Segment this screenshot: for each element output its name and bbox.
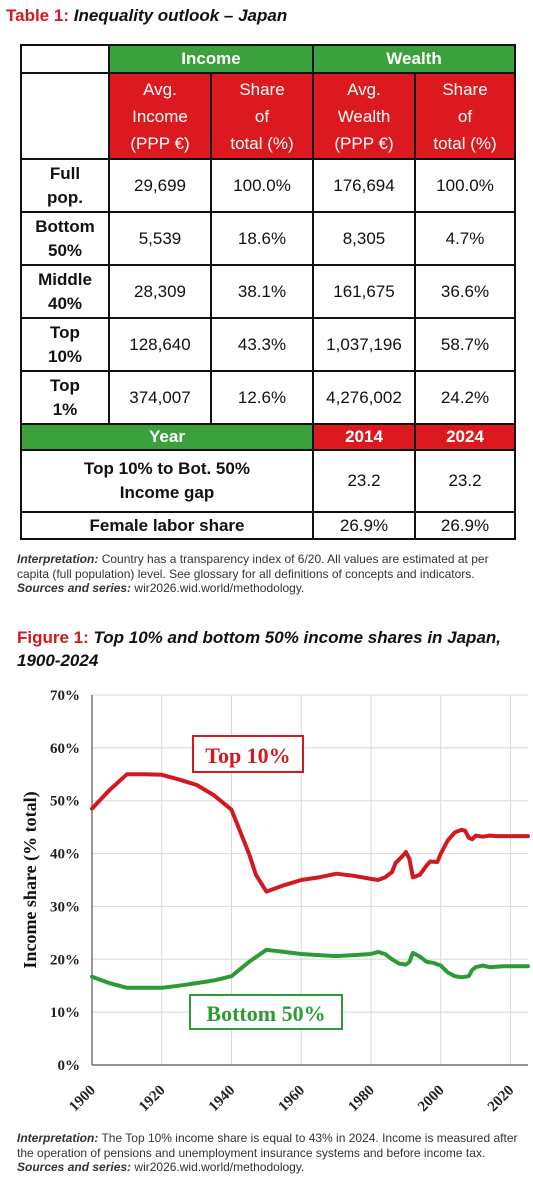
- wealth-group-header: Wealth: [311, 44, 517, 74]
- row-label: Middle 40%: [20, 264, 110, 319]
- figure-number: Figure 1:: [17, 628, 89, 647]
- table-cell: 1,037,196: [312, 317, 416, 372]
- table-row: Top 1% 374,007 12.6% 4,276,002 24.2%: [20, 370, 517, 425]
- interpretation-text: The Top 10% income share is equal to 43%…: [17, 1131, 518, 1160]
- sources-text: wir2026.wid.world/methodology.: [134, 581, 305, 595]
- table-row: Bottom 50% 5,539 18.6% 8,305 4.7%: [20, 211, 517, 266]
- x-tick-label: 1980: [345, 1083, 378, 1116]
- table-row: Full pop. 29,699 100.0% 176,694 100.0%: [20, 158, 517, 213]
- col-header-avg-wealth: Avg. Wealth (PPP €): [312, 72, 416, 160]
- y-tick-label: 70%: [50, 688, 80, 704]
- table-row: Female labor share 26.9% 26.9%: [20, 511, 517, 540]
- table-note: Interpretation: Country has a transparen…: [17, 552, 522, 596]
- table-cell: 38.1%: [210, 264, 314, 319]
- col-header-income-share: Share of total (%): [210, 72, 314, 160]
- table-cell: 100.0%: [413, 158, 517, 213]
- sources-label: Sources and series:: [17, 1160, 132, 1174]
- table-cell: 24.2%: [413, 370, 517, 425]
- year-2024-header: 2024: [413, 423, 517, 451]
- y-tick-label: 20%: [50, 952, 80, 968]
- x-tick-label: 1960: [276, 1083, 309, 1116]
- table-cell: 374,007: [108, 370, 212, 425]
- y-tick-label: 0%: [58, 1058, 81, 1074]
- y-tick-label: 10%: [50, 1005, 80, 1021]
- row-label: Bottom 50%: [20, 211, 110, 266]
- table-cell: 8,305: [312, 211, 416, 266]
- series-line-top10: [90, 772, 530, 894]
- interpretation-text: Country has a transparency index of 6/20…: [17, 552, 489, 581]
- interpretation-label: Interpretation:: [17, 552, 99, 566]
- table-cell: 100.0%: [210, 158, 314, 213]
- year-header: Year: [20, 423, 314, 451]
- row-label: Full pop.: [20, 158, 110, 213]
- col-header-avg-income: Avg. Income (PPP €): [108, 72, 212, 160]
- table-cell: 23.2: [413, 449, 517, 513]
- figure-note: Interpretation: The Top 10% income share…: [17, 1131, 522, 1175]
- x-tick-label: 1900: [66, 1083, 99, 1116]
- figure-title-text: Top 10% and bottom 50% income shares in …: [17, 628, 501, 670]
- gap-label: Top 10% to Bot. 50% Income gap: [20, 449, 314, 513]
- row-label: Top 1%: [20, 370, 110, 425]
- table-cell: 29,699: [108, 158, 212, 213]
- sources-text: wir2026.wid.world/methodology.: [134, 1160, 305, 1174]
- table-cell: 23.2: [312, 449, 416, 513]
- x-tick-label: 2020: [485, 1083, 518, 1116]
- sources-label: Sources and series:: [17, 581, 132, 595]
- y-tick-label: 40%: [50, 847, 80, 863]
- table-cell: 26.9%: [413, 511, 517, 540]
- interpretation-label: Interpretation:: [17, 1131, 99, 1145]
- col-header-wealth-share: Share of total (%): [413, 72, 517, 160]
- table-title: Table 1: Inequality outlook – Japan: [6, 6, 526, 26]
- table-cell: 128,640: [108, 317, 212, 372]
- figure-title: Figure 1: Top 10% and bottom 50% income …: [17, 626, 522, 672]
- table-cell: 176,694: [312, 158, 416, 213]
- table-row: Top 10% 128,640 43.3% 1,037,196 58.7%: [20, 317, 517, 372]
- bottom50-label-box: [189, 994, 343, 1030]
- table-title-text: Inequality outlook – Japan: [73, 6, 288, 25]
- inequality-table: Income Wealth Avg. Income (PPP €) Share of t…: [20, 44, 517, 540]
- table-cell: 36.6%: [413, 264, 517, 319]
- y-tick-label: 60%: [50, 741, 80, 757]
- income-share-chart: 0% 10% 20% 30% 40% 50% 60% 70% 1900 1920 1940 1960 1…: [20, 688, 530, 1116]
- table-cell: 58.7%: [413, 317, 517, 372]
- income-group-header: Income: [108, 44, 314, 74]
- table-cell: 28,309: [108, 264, 212, 319]
- bottom50-label: Bottom 50%: [206, 1001, 325, 1026]
- table-cell: 4.7%: [413, 211, 517, 266]
- top10-label-box: [192, 735, 304, 773]
- table-cell: 161,675: [312, 264, 416, 319]
- x-tick-label: 1920: [136, 1083, 169, 1116]
- series-line-bottom50: [90, 947, 530, 990]
- table-cell: 43.3%: [210, 317, 314, 372]
- year-2014-header: 2014: [312, 423, 416, 451]
- table-cell: 26.9%: [312, 511, 416, 540]
- table-cell: 5,539: [108, 211, 212, 266]
- row-label: Top 10%: [20, 317, 110, 372]
- x-tick-label: 1940: [206, 1083, 239, 1116]
- y-tick-label: 50%: [50, 794, 80, 810]
- table-row: Middle 40% 28,309 38.1% 161,675 36.6%: [20, 264, 517, 319]
- corner-cell: [20, 44, 110, 74]
- y-tick-label: 30%: [50, 899, 80, 915]
- table-row: Top 10% to Bot. 50% Income gap 23.2 23.2: [20, 449, 517, 513]
- table-cell: 12.6%: [210, 370, 314, 425]
- top10-label: Top 10%: [205, 743, 290, 768]
- table-cell: 4,276,002: [312, 370, 416, 425]
- table-number: Table 1:: [6, 6, 69, 25]
- y-axis-label: Income share (% total): [20, 791, 41, 968]
- female-label: Female labor share: [20, 511, 314, 540]
- x-tick-label: 2000: [415, 1083, 448, 1116]
- corner-cell-2: [20, 72, 110, 160]
- table-cell: 18.6%: [210, 211, 314, 266]
